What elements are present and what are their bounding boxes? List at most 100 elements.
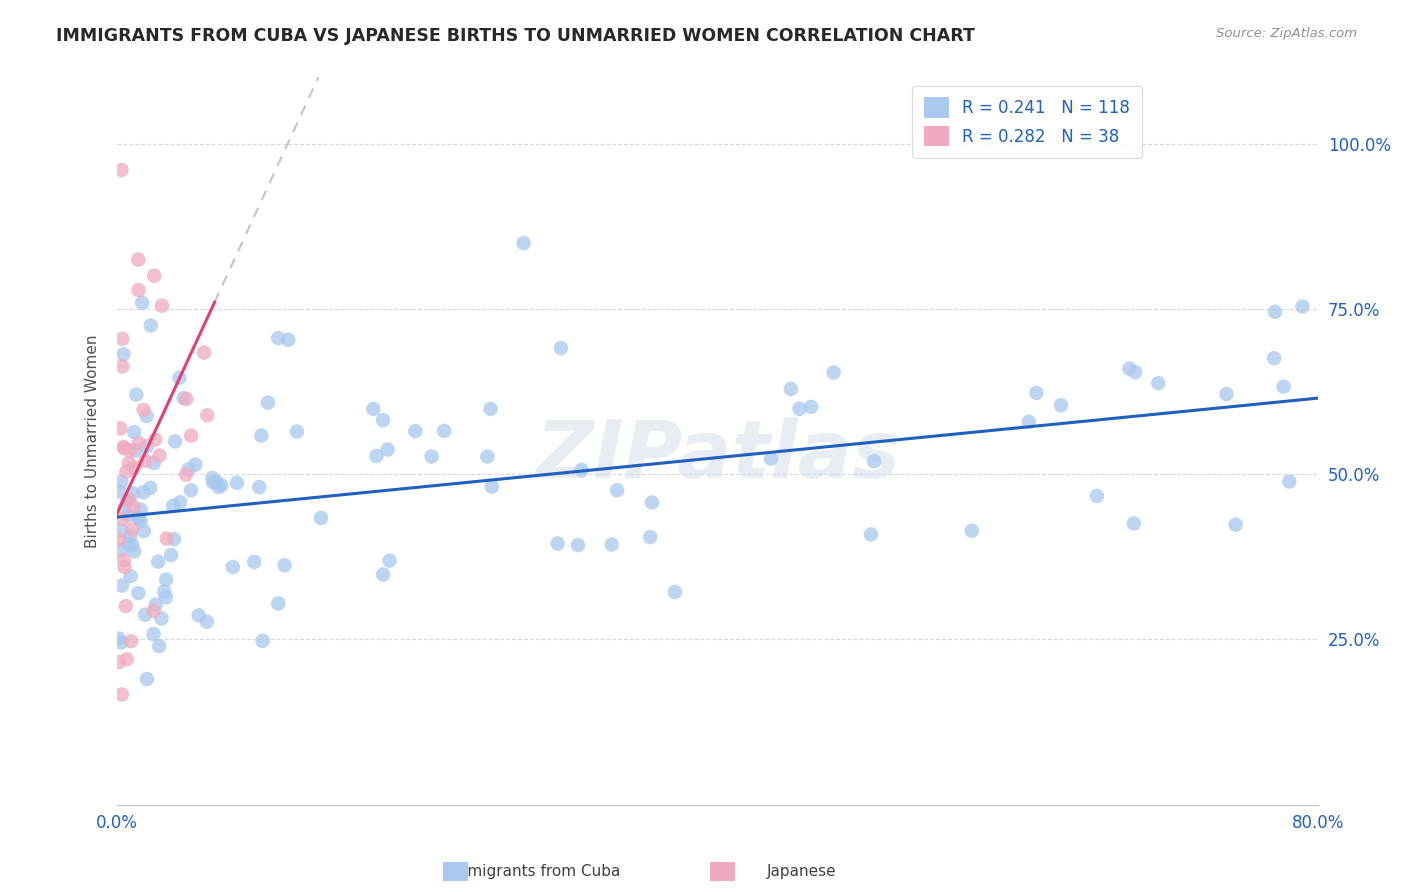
Point xyxy=(153,584,176,599)
Point xyxy=(112,442,135,456)
Point xyxy=(111,512,134,526)
Point xyxy=(173,391,195,405)
Text: Source: ZipAtlas.com: Source: ZipAtlas.com xyxy=(1216,27,1357,40)
Point xyxy=(863,454,886,468)
Point xyxy=(122,425,145,439)
Point xyxy=(512,235,534,250)
Point xyxy=(208,480,231,494)
Point xyxy=(114,560,136,574)
Point xyxy=(125,387,148,401)
Point xyxy=(118,456,141,470)
Point xyxy=(222,560,245,574)
Point xyxy=(479,402,502,417)
Point xyxy=(257,395,280,409)
Point xyxy=(860,527,883,541)
Point xyxy=(177,462,200,476)
Point xyxy=(371,567,394,582)
Point xyxy=(143,268,166,283)
Point xyxy=(1291,300,1313,314)
Point xyxy=(420,450,443,464)
Point xyxy=(110,163,132,178)
Point xyxy=(132,402,155,417)
Point xyxy=(285,425,308,439)
Point xyxy=(114,599,136,613)
Point xyxy=(135,454,157,468)
Point xyxy=(142,456,165,470)
Point xyxy=(108,484,131,499)
Point xyxy=(129,502,152,516)
Point xyxy=(120,569,142,583)
Point xyxy=(114,500,136,515)
Point xyxy=(142,627,165,641)
Point xyxy=(252,633,274,648)
Point xyxy=(122,460,145,475)
Point xyxy=(195,409,218,423)
Point xyxy=(309,511,332,525)
Point xyxy=(205,475,228,489)
Point xyxy=(1264,305,1286,319)
Point xyxy=(267,331,290,345)
Text: ZIPatlas: ZIPatlas xyxy=(536,417,900,494)
Point xyxy=(139,318,162,333)
Point xyxy=(112,347,135,361)
Point xyxy=(378,553,401,567)
Point xyxy=(202,475,225,490)
Point xyxy=(149,449,172,463)
Point xyxy=(201,471,224,485)
Point xyxy=(155,591,177,605)
Point xyxy=(371,413,394,427)
Text: Immigrants from Cuba: Immigrants from Cuba xyxy=(449,863,620,879)
Point xyxy=(377,442,399,457)
Point xyxy=(124,544,146,558)
Point xyxy=(108,655,131,669)
Point xyxy=(779,382,801,396)
Point xyxy=(160,548,183,562)
Point xyxy=(481,479,503,493)
Point xyxy=(641,495,664,509)
Point xyxy=(187,608,209,623)
Point xyxy=(112,553,135,567)
Point xyxy=(550,341,572,355)
Point xyxy=(404,424,426,438)
Point xyxy=(136,672,159,686)
Point xyxy=(567,538,589,552)
Point xyxy=(150,299,173,313)
Point xyxy=(163,434,186,449)
Point xyxy=(110,543,132,558)
Point xyxy=(118,492,141,507)
Point xyxy=(361,401,384,416)
Point xyxy=(1123,365,1146,379)
Point xyxy=(960,524,983,538)
Point xyxy=(180,483,202,498)
Point xyxy=(125,443,148,458)
Point xyxy=(247,480,270,494)
Point xyxy=(115,652,138,666)
Point xyxy=(132,524,155,538)
Point xyxy=(121,523,143,537)
Point xyxy=(1085,489,1108,503)
Point xyxy=(1215,387,1237,401)
Point xyxy=(131,296,153,310)
Point xyxy=(111,332,134,346)
Point xyxy=(108,533,131,547)
Point xyxy=(128,283,150,297)
Point xyxy=(135,439,157,453)
Point xyxy=(162,499,184,513)
Point xyxy=(132,485,155,500)
Point xyxy=(118,443,141,458)
Point xyxy=(128,436,150,450)
Point xyxy=(176,392,198,406)
Point xyxy=(638,530,661,544)
Point xyxy=(1263,351,1285,366)
Point xyxy=(169,370,191,384)
Point xyxy=(139,481,162,495)
Y-axis label: Births to Unmarried Women: Births to Unmarried Women xyxy=(86,334,100,548)
Point xyxy=(195,615,218,629)
Point xyxy=(115,465,138,479)
Point xyxy=(117,508,139,523)
Point xyxy=(110,524,132,538)
Point xyxy=(135,409,157,423)
Text: Japanese: Japanese xyxy=(766,863,837,879)
Point xyxy=(800,400,823,414)
Point xyxy=(163,532,186,546)
